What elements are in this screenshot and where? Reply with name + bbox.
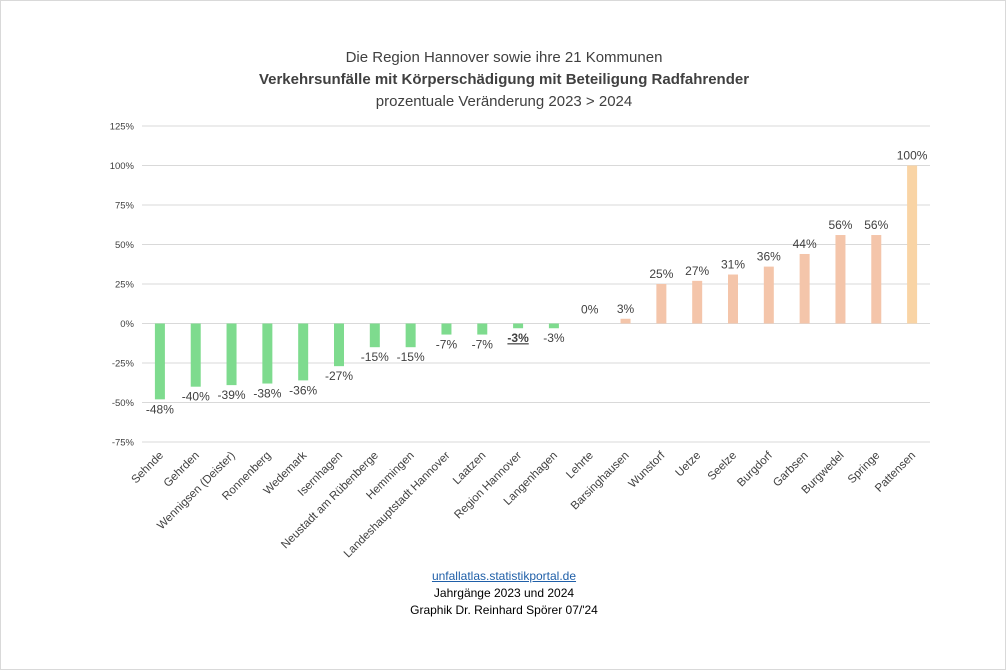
data-label: 0% xyxy=(581,303,599,317)
x-tick-label: Lehrte xyxy=(564,450,596,482)
data-label: -7% xyxy=(436,338,458,352)
bar xyxy=(154,323,165,400)
data-label: -40% xyxy=(182,390,210,404)
bar xyxy=(477,323,488,335)
chart-title: Die Region Hannover sowie ihre 21 Kommun… xyxy=(345,49,663,66)
footer-years: Jahrgänge 2023 und 2024 xyxy=(433,586,575,600)
data-label: -39% xyxy=(218,388,246,402)
y-tick-label: 50% xyxy=(115,240,135,251)
data-label: 44% xyxy=(793,237,817,251)
data-label: 31% xyxy=(721,258,745,272)
data-label: -3% xyxy=(543,331,565,345)
data-label: -15% xyxy=(397,350,425,364)
x-tick-label: Springe xyxy=(846,450,883,487)
data-label: 3% xyxy=(617,302,635,316)
y-tick-label: -25% xyxy=(112,359,135,370)
data-label: 36% xyxy=(757,250,781,264)
bar xyxy=(369,323,380,348)
bar xyxy=(907,165,918,324)
bar xyxy=(871,235,882,324)
chart-title-block: Die Region Hannover sowie ihre 21 Kommun… xyxy=(0,47,1008,113)
bar xyxy=(763,266,774,324)
bar xyxy=(835,235,846,324)
y-tick-label: 0% xyxy=(120,319,134,330)
x-tick-label: Uetze xyxy=(674,450,704,480)
x-tick-label: Seelze xyxy=(706,450,739,483)
bar xyxy=(226,323,237,386)
data-label: -3% xyxy=(507,331,529,345)
data-label: 100% xyxy=(897,149,928,163)
chart-footer: unfallatlas.statistikportal.de Jahrgänge… xyxy=(0,568,1008,619)
y-tick-label: 125% xyxy=(110,122,135,133)
x-tick-label: Sehnde xyxy=(130,450,167,487)
data-label: -36% xyxy=(289,383,317,397)
y-tick-label: -75% xyxy=(112,438,135,449)
x-tick-label: Wunstorf xyxy=(627,449,668,490)
y-tick-label: -50% xyxy=(112,398,135,409)
data-label: 27% xyxy=(685,264,709,278)
bar xyxy=(190,323,201,387)
y-tick-label: 75% xyxy=(115,201,135,212)
data-label: -15% xyxy=(361,350,389,364)
data-label: -38% xyxy=(253,387,281,401)
bar xyxy=(728,274,738,324)
x-tick-label: Burgdorf xyxy=(735,449,775,489)
bar xyxy=(548,323,559,329)
bar xyxy=(799,253,810,324)
bar xyxy=(298,323,309,381)
bar xyxy=(692,280,703,324)
bar xyxy=(441,323,452,335)
y-tick-label: 25% xyxy=(115,280,135,291)
bar xyxy=(513,323,524,329)
data-label: 25% xyxy=(649,267,673,281)
chart-subtitle-2: prozentuale Veränderung 2023 > 2024 xyxy=(375,93,633,110)
data-label: 56% xyxy=(828,218,852,232)
footer-credit: Graphik Dr. Reinhard Spörer 07/'24 xyxy=(410,603,598,617)
bar xyxy=(405,323,416,348)
source-link[interactable]: unfallatlas.statistikportal.de xyxy=(431,569,577,583)
data-label: -27% xyxy=(325,369,353,383)
data-label: -48% xyxy=(146,402,174,416)
chart-subtitle: Verkehrsunfälle mit Körperschädigung mit… xyxy=(258,71,750,88)
bar xyxy=(656,284,667,324)
y-tick-label: 100% xyxy=(110,161,135,172)
bar xyxy=(334,323,344,367)
data-label: -7% xyxy=(472,338,494,352)
bar xyxy=(620,318,631,324)
bar xyxy=(262,323,273,384)
x-tick-label: Region Hannover xyxy=(452,450,524,522)
data-label: 56% xyxy=(864,218,888,232)
